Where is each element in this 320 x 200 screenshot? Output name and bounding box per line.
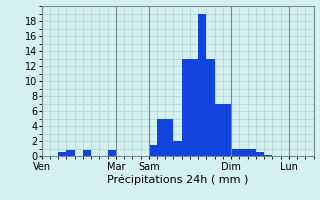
Bar	[66, 150, 75, 156]
Bar	[149, 145, 157, 156]
Bar	[239, 148, 248, 156]
Bar	[83, 150, 91, 156]
Bar	[215, 104, 223, 156]
Bar	[256, 152, 264, 156]
Bar	[190, 58, 198, 156]
Bar	[198, 14, 206, 156]
Bar	[173, 141, 182, 156]
X-axis label: Précipitations 24h ( mm ): Précipitations 24h ( mm )	[107, 174, 248, 185]
Bar	[223, 104, 231, 156]
Bar	[182, 58, 190, 156]
Bar	[58, 152, 66, 156]
Bar	[231, 148, 239, 156]
Bar	[248, 148, 256, 156]
Bar	[157, 118, 165, 156]
Bar	[206, 58, 215, 156]
Bar	[165, 118, 173, 156]
Bar	[108, 150, 116, 156]
Bar	[264, 155, 272, 156]
